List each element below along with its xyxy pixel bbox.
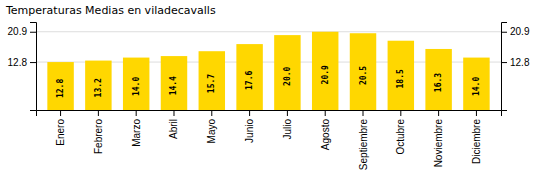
data-label: 20.9 [321, 65, 330, 84]
bar [350, 33, 376, 110]
bar [47, 62, 73, 110]
bar [236, 44, 262, 110]
bars [47, 32, 489, 110]
tick-label: Septiembre [358, 119, 369, 171]
data-label: 12.8 [56, 79, 65, 98]
data-label: 20.5 [359, 66, 368, 85]
tick-mark [136, 110, 137, 116]
chart: 12.8 13.2 14.0 14.4 15.7 17.6 20.0 20.9 20.5 18.5… [0, 0, 537, 174]
tick-mark [287, 110, 288, 116]
bar [388, 41, 414, 110]
bar [199, 51, 225, 110]
tick-mark [98, 110, 99, 116]
tick: Noviembre [433, 110, 444, 167]
x-axis: Enero Febrero Marzo Abril Mayo Junio Julio Agos… [37, 110, 502, 170]
tick: Mayo [206, 110, 217, 143]
tick: 12.8 [8, 57, 36, 68]
tick-label: Marzo [131, 119, 142, 147]
data-label: 20.0 [283, 66, 292, 85]
bar [85, 61, 111, 110]
tick: Febrero [93, 110, 104, 154]
data-label: 15.7 [207, 74, 216, 93]
tick-label: 12.8 [510, 57, 530, 68]
tick-label: Enero [55, 119, 66, 146]
tick-label: Abril [168, 119, 179, 139]
tick: Junio [244, 110, 255, 143]
tick-mark [30, 32, 36, 33]
chart-container: 12.8 13.2 14.0 14.4 15.7 17.6 20.0 20.9 20.5 18.5… [0, 0, 537, 174]
tick-mark [501, 32, 507, 33]
tick-label: 20.9 [510, 26, 530, 37]
tick: Enero [55, 110, 66, 146]
data-label: 14.4 [169, 76, 178, 95]
tick-label: Agosto [320, 119, 331, 151]
tick: 12.8 [501, 57, 530, 68]
grid-line [36, 31, 501, 32]
y-axis-right: 12.8 20.9 [501, 23, 530, 111]
y-axis: 12.8 20.9 [8, 23, 37, 111]
tick: Abril [168, 110, 179, 139]
data-label: 13.2 [94, 78, 103, 97]
data-label: 17.6 [245, 71, 254, 90]
tick: Agosto [320, 110, 331, 150]
tick-mark [211, 110, 212, 116]
tick-label: Junio [244, 119, 255, 143]
tick-mark [173, 110, 174, 116]
tick-label: 12.8 [8, 57, 28, 68]
tick-mark [476, 110, 477, 116]
data-label: 16.3 [434, 73, 443, 92]
tick-label: Febrero [93, 119, 104, 154]
axis-line [30, 23, 37, 111]
plot: 12.8 13.2 14.0 14.4 15.7 17.6 20.0 20.9 20.5 18.5… [8, 23, 530, 171]
tick-mark [438, 110, 439, 116]
tick-label: Mayo [206, 119, 217, 144]
tick-mark [60, 110, 61, 116]
tick-mark [325, 110, 326, 116]
bar [425, 49, 451, 110]
title: Temperaturas Medias en viladecavalls [5, 4, 216, 17]
tick-label: 20.9 [8, 26, 28, 37]
tick: Octubre [395, 110, 406, 155]
tick-mark [249, 110, 250, 116]
bar [161, 56, 187, 110]
tick-label: Julio [282, 119, 293, 140]
bar [123, 58, 149, 110]
data-label: 14.0 [472, 77, 481, 96]
tick-mark [400, 110, 401, 116]
tick-mark [363, 110, 364, 116]
tick-mark [30, 62, 36, 63]
bar [312, 32, 338, 110]
tick: Septiembre [358, 110, 369, 170]
tick: 20.9 [501, 26, 530, 37]
tick-label: Diciembre [471, 119, 482, 164]
axis-line [502, 23, 508, 111]
bar [463, 58, 489, 110]
tick: Diciembre [471, 110, 482, 164]
tick: 20.9 [8, 26, 36, 37]
data-label: 18.5 [396, 69, 405, 88]
tick: Marzo [131, 110, 142, 147]
axis-line [37, 111, 502, 117]
tick: Julio [282, 110, 293, 140]
bar [274, 35, 300, 110]
tick-label: Noviembre [433, 119, 444, 168]
data-labels: 12.8 13.2 14.0 14.4 15.7 17.6 20.0 20.9 20.5 18.5… [56, 65, 481, 98]
tick-label: Octubre [395, 119, 406, 155]
tick-mark [501, 62, 507, 63]
data-label: 14.0 [132, 77, 141, 96]
